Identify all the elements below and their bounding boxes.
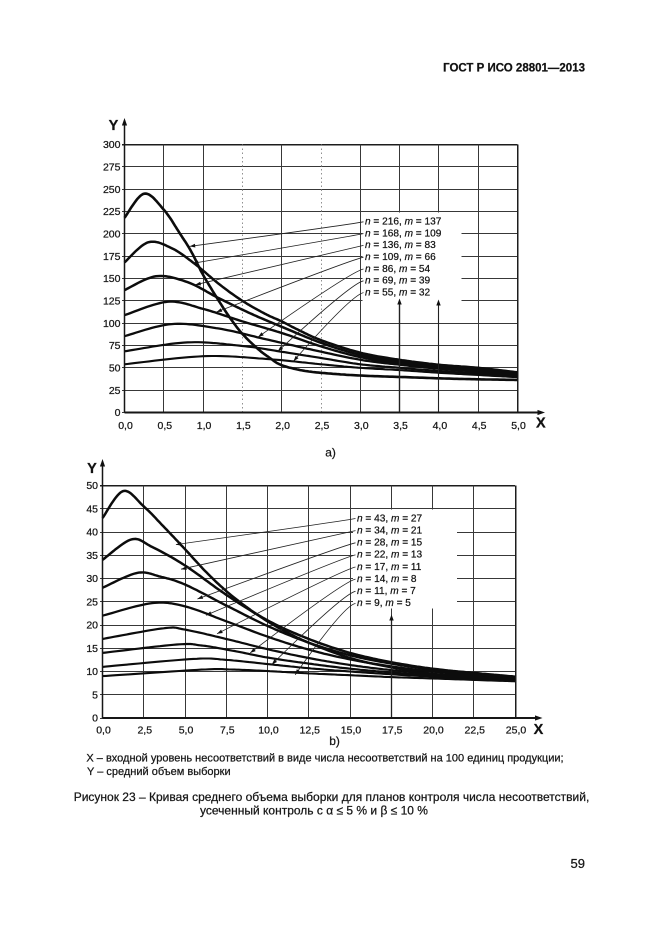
svg-text:Y: Y	[109, 118, 119, 134]
svg-text:n = 17, m = 11: n = 17, m = 11	[357, 562, 422, 573]
svg-text:4,5: 4,5	[472, 420, 487, 432]
svg-text:5,0: 5,0	[179, 725, 194, 737]
svg-text:n = 28, m = 15: n = 28, m = 15	[357, 538, 423, 549]
svg-text:n = 86, m = 54: n = 86, m = 54	[365, 264, 431, 275]
svg-text:25: 25	[86, 596, 98, 608]
svg-text:15,0: 15,0	[341, 725, 362, 737]
svg-text:ГОСТ Р ИСО 28801—2013: ГОСТ Р ИСО 28801—2013	[443, 63, 585, 75]
svg-text:0: 0	[115, 407, 121, 419]
svg-text:n = 136, m = 83: n = 136, m = 83	[365, 240, 436, 251]
svg-text:3,0: 3,0	[354, 420, 369, 432]
svg-text:X – входной уровень несоответс: X – входной уровень несоответствий в вид…	[86, 752, 563, 764]
svg-text:n = 168, m = 109: n = 168, m = 109	[365, 228, 442, 239]
svg-text:0,0: 0,0	[96, 725, 111, 737]
svg-text:n = 9, m = 5: n = 9, m = 5	[357, 598, 411, 609]
svg-text:150: 150	[103, 273, 121, 285]
svg-text:5,0: 5,0	[511, 420, 526, 432]
svg-text:25,0: 25,0	[506, 725, 527, 737]
svg-text:усеченный контроль с α ≤ 5 % и: усеченный контроль с α ≤ 5 % и β ≤ 10 %	[200, 804, 428, 818]
svg-text:2,0: 2,0	[275, 420, 290, 432]
svg-text:15: 15	[86, 643, 98, 655]
svg-text:1,5: 1,5	[236, 420, 251, 432]
svg-text:45: 45	[86, 503, 98, 515]
svg-text:Y: Y	[87, 461, 97, 477]
svg-text:n = 22, m = 13: n = 22, m = 13	[357, 550, 423, 561]
svg-text:n = 34, m = 21: n = 34, m = 21	[357, 525, 423, 536]
svg-text:2,5: 2,5	[137, 725, 152, 737]
svg-text:12,5: 12,5	[300, 725, 321, 737]
svg-text:100: 100	[103, 318, 121, 330]
svg-text:b): b)	[329, 734, 340, 748]
svg-text:3,5: 3,5	[393, 420, 408, 432]
svg-text:n = 11, m = 7: n = 11, m = 7	[357, 586, 416, 597]
svg-text:X: X	[536, 416, 546, 432]
svg-text:25: 25	[109, 385, 121, 397]
svg-text:7,5: 7,5	[220, 725, 235, 737]
svg-text:250: 250	[103, 184, 121, 196]
svg-text:5: 5	[92, 689, 98, 701]
svg-text:n = 216, m = 137: n = 216, m = 137	[365, 217, 442, 228]
svg-text:30: 30	[86, 573, 98, 585]
svg-text:20: 20	[86, 620, 98, 632]
svg-text:40: 40	[86, 527, 98, 539]
svg-text:0,5: 0,5	[157, 420, 172, 432]
svg-text:59: 59	[571, 856, 585, 871]
svg-text:2,5: 2,5	[315, 420, 330, 432]
svg-text:Y – средний объем выборки: Y – средний объем выборки	[87, 766, 231, 778]
svg-text:n = 109, m = 66: n = 109, m = 66	[365, 252, 436, 263]
svg-text:10: 10	[86, 666, 98, 678]
svg-text:0,0: 0,0	[118, 420, 133, 432]
svg-text:20,0: 20,0	[423, 725, 444, 737]
svg-text:4,0: 4,0	[433, 420, 448, 432]
svg-text:75: 75	[109, 340, 121, 352]
svg-text:225: 225	[103, 206, 121, 218]
svg-text:10,0: 10,0	[258, 725, 279, 737]
svg-text:0: 0	[92, 713, 98, 725]
svg-text:275: 275	[103, 161, 121, 173]
svg-text:n = 14, m = 8: n = 14, m = 8	[357, 574, 417, 585]
svg-text:35: 35	[86, 550, 98, 562]
svg-text:17,5: 17,5	[382, 725, 403, 737]
svg-text:Рисунок 23 – Кривая среднего о: Рисунок 23 – Кривая среднего объема выбо…	[74, 790, 590, 804]
svg-text:a): a)	[325, 445, 336, 459]
svg-text:n = 55, m = 32: n = 55, m = 32	[365, 287, 431, 298]
svg-text:1,0: 1,0	[197, 420, 212, 432]
svg-text:22,5: 22,5	[465, 725, 486, 737]
svg-text:50: 50	[109, 362, 121, 374]
svg-text:X: X	[534, 722, 544, 738]
svg-text:50: 50	[86, 480, 98, 492]
svg-text:n = 69, m = 39: n = 69, m = 39	[365, 276, 431, 287]
svg-text:300: 300	[103, 139, 121, 151]
svg-text:n = 43, m = 27: n = 43, m = 27	[357, 513, 423, 524]
svg-text:125: 125	[103, 295, 121, 307]
svg-text:200: 200	[103, 228, 121, 240]
svg-text:175: 175	[103, 251, 121, 263]
